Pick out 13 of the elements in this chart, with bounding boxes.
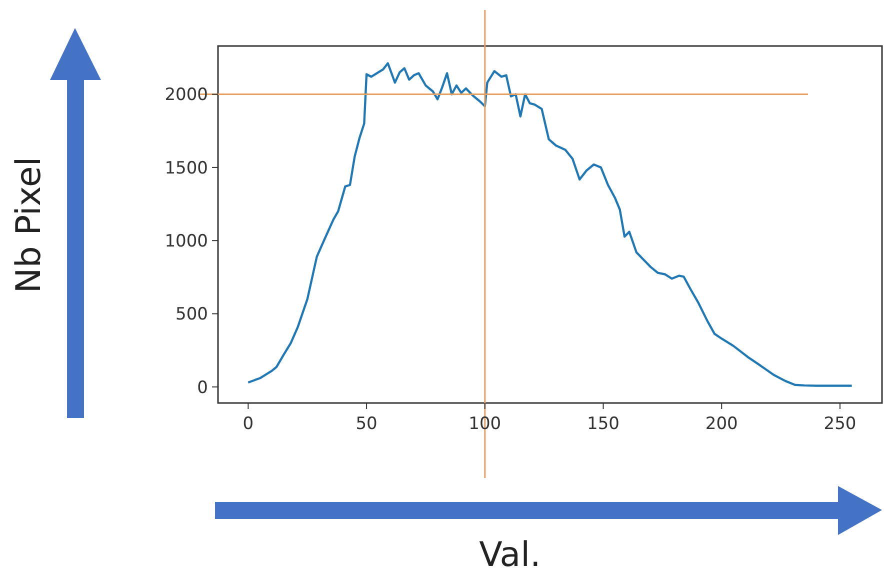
line-series	[247, 62, 853, 387]
x-tick-label: 250	[824, 414, 856, 434]
y-tick-label: 0	[197, 378, 208, 398]
y-tick-label: 1000	[164, 232, 208, 252]
x-axis-title: Val.	[479, 535, 541, 574]
x-tick-label: 50	[356, 414, 378, 434]
y-tick-label: 1500	[164, 158, 208, 178]
y-tick-label: 2000	[164, 85, 208, 106]
y-tick-label: 500	[176, 304, 208, 325]
y-axis-title: Nb Pixel	[9, 156, 49, 294]
x-tick-label: 0	[242, 414, 254, 434]
x-tick-label: 150	[587, 414, 620, 434]
x-tick-label: 200	[705, 414, 738, 434]
